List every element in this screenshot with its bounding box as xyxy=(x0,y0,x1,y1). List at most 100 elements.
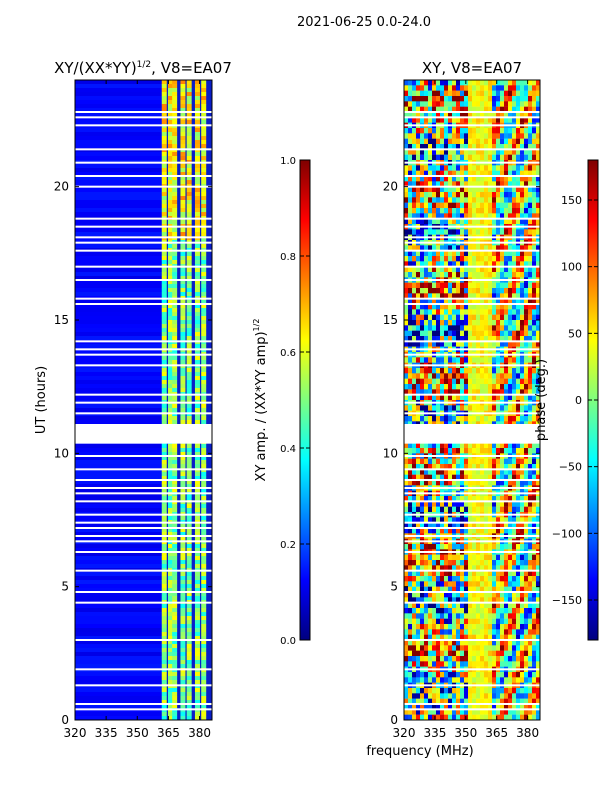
phase-cell xyxy=(408,405,413,411)
phase-cell xyxy=(420,496,425,502)
phase-cell xyxy=(440,389,445,395)
amplitude-channel-cell xyxy=(172,256,178,261)
phase-cell xyxy=(484,522,489,529)
phase-cell xyxy=(420,272,425,278)
phase-cell xyxy=(436,170,441,177)
phase-cell xyxy=(416,176,421,182)
phase-cell xyxy=(468,170,473,177)
phase-cell xyxy=(536,288,541,294)
phase-cell xyxy=(476,170,481,177)
phase-cell xyxy=(412,458,417,465)
phase-cell xyxy=(468,298,473,305)
amplitude-channel-cell xyxy=(180,316,186,321)
amplitude-channel-cell xyxy=(201,716,207,721)
phase-cell xyxy=(488,170,493,177)
phase-cell xyxy=(424,469,429,475)
phase-cell xyxy=(532,560,537,566)
amplitude-cell xyxy=(75,516,163,521)
amplitude-channel-cell xyxy=(180,536,186,541)
phase-cell xyxy=(444,474,449,481)
phase-cell xyxy=(484,128,489,134)
amplitude-channel-cell xyxy=(186,188,192,193)
phase-cell xyxy=(432,101,437,107)
phase-cell xyxy=(416,266,421,273)
phase-cell xyxy=(416,106,421,113)
phase-cell xyxy=(404,96,409,102)
phase-cell xyxy=(428,613,433,619)
phase-cell xyxy=(444,373,449,379)
phase-cell xyxy=(404,373,409,379)
amplitude-cell xyxy=(75,460,163,465)
phase-cell xyxy=(504,117,509,123)
phase-cell xyxy=(492,442,497,449)
phase-cell xyxy=(460,640,465,646)
amplitude-channel-cell xyxy=(172,96,178,101)
phase-cell xyxy=(472,464,477,470)
flagged-row xyxy=(75,111,212,113)
phase-cell xyxy=(460,282,465,289)
phase-cell xyxy=(484,384,489,390)
phase-cell xyxy=(452,330,457,337)
amplitude-channel-cell xyxy=(172,344,178,349)
phase-cell xyxy=(464,506,469,513)
amplitude-channel-cell xyxy=(194,80,200,85)
amplitude-channel-cell xyxy=(172,604,178,609)
amplitude-channel-cell xyxy=(194,676,200,681)
phase-cell xyxy=(428,261,433,267)
phase-cell xyxy=(456,576,461,582)
phase-cell xyxy=(520,309,525,315)
phase-cell xyxy=(424,522,429,529)
phase-cell xyxy=(436,384,441,390)
phase-cell xyxy=(500,629,505,635)
phase-cell xyxy=(500,640,505,646)
phase-cell xyxy=(508,544,513,550)
phase-cell xyxy=(440,304,445,310)
amplitude-channel-cell xyxy=(167,260,173,265)
phase-cell xyxy=(420,586,425,593)
amplitude-cell xyxy=(75,580,163,585)
phase-cell xyxy=(512,80,517,86)
phase-cell xyxy=(532,528,537,534)
phase-cell xyxy=(468,480,473,486)
phase-cell xyxy=(508,373,513,379)
phase-cell xyxy=(448,522,453,529)
amplitude-channel-cell xyxy=(201,212,207,217)
phase-cell xyxy=(504,330,509,337)
amplitude-channel-cell xyxy=(161,448,167,453)
amplitude-channel-cell xyxy=(180,712,186,717)
phase-cell xyxy=(492,389,497,395)
phase-cell xyxy=(452,586,457,593)
phase-cell xyxy=(412,304,417,310)
phase-cell xyxy=(504,384,509,390)
amplitude-channel-cell xyxy=(201,608,207,613)
phase-cell xyxy=(444,480,449,486)
phase-cell xyxy=(528,522,533,529)
phase-cell xyxy=(416,554,421,561)
phase-cell xyxy=(468,314,473,321)
phase-cell xyxy=(432,336,437,342)
phase-cell xyxy=(420,170,425,177)
phase-cell xyxy=(508,517,513,523)
amplitude-channel-cell xyxy=(201,328,207,333)
amplitude-channel-cell xyxy=(180,640,186,645)
phase-cell xyxy=(528,144,533,150)
phase-cell xyxy=(444,554,449,561)
phase-cell xyxy=(480,80,485,86)
phase-cell xyxy=(436,309,441,315)
amplitude-channel-cell xyxy=(167,584,173,589)
phase-cell xyxy=(524,298,529,305)
phase-cell xyxy=(408,314,413,321)
phase-cell xyxy=(408,480,413,486)
phase-cell xyxy=(476,608,481,614)
phase-cell xyxy=(424,330,429,337)
phase-cell xyxy=(464,112,469,118)
phase-cell xyxy=(440,640,445,646)
phase-cell xyxy=(520,368,525,374)
amplitude-channel-cell xyxy=(161,592,167,597)
phase-cell xyxy=(432,304,437,310)
phase-cell xyxy=(408,261,413,267)
phase-cell xyxy=(460,602,465,609)
phase-cell xyxy=(472,154,477,161)
phase-cell xyxy=(508,80,513,86)
phase-cell xyxy=(452,272,457,278)
